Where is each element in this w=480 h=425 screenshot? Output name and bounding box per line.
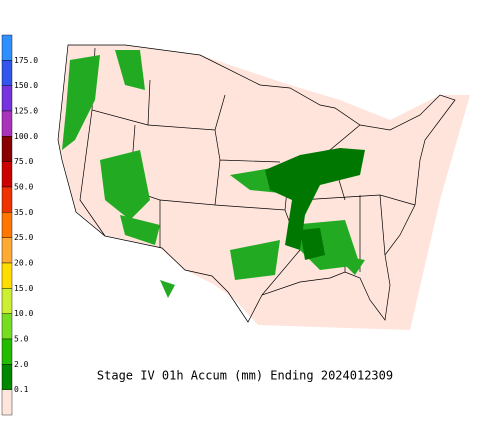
legend-label: 35.0 [14, 208, 33, 217]
legend-label: 2.0 [14, 360, 29, 369]
legend-label: 100.0 [14, 132, 38, 141]
legend-label: 75.0 [14, 157, 33, 166]
legend-swatch [1, 237, 13, 264]
legend-swatch [1, 186, 13, 213]
legend-swatch [1, 212, 13, 238]
legend-label: 125.0 [14, 107, 38, 116]
map-area [57, 44, 470, 330]
legend-swatch [1, 110, 13, 137]
legend-label: 175.0 [14, 56, 38, 65]
legend-label: 0.1 [14, 385, 29, 394]
precip-light [62, 50, 365, 298]
legend-label: 15.0 [14, 284, 33, 293]
us-outline [57, 44, 456, 323]
map-title: Stage IV 01h Accum (mm) Ending 202401230… [97, 369, 393, 383]
legend-swatch [1, 313, 13, 340]
legend-label: 20.0 [14, 259, 33, 268]
legend-swatch [1, 161, 13, 188]
legend-swatch [1, 262, 13, 289]
legend-swatch [1, 60, 13, 86]
legend-swatch [1, 364, 13, 390]
legend-label: 25.0 [14, 233, 33, 242]
legend-swatch [1, 85, 13, 112]
legend-swatch [1, 34, 13, 61]
legend-label: 50.0 [14, 183, 33, 192]
legend-label: 10.0 [14, 309, 33, 318]
legend: 175.0 150.0 125.0 100.0 75.0 50.0 35.0 25.0 20.0… [1, 34, 38, 416]
legend-swatch [1, 338, 13, 365]
legend-label: 5.0 [14, 335, 29, 344]
legend-label: 150.0 [14, 81, 38, 90]
precip-moderate [265, 148, 365, 260]
legend-swatch [1, 389, 13, 416]
legend-swatch [1, 136, 13, 162]
legend-swatch [1, 288, 13, 314]
